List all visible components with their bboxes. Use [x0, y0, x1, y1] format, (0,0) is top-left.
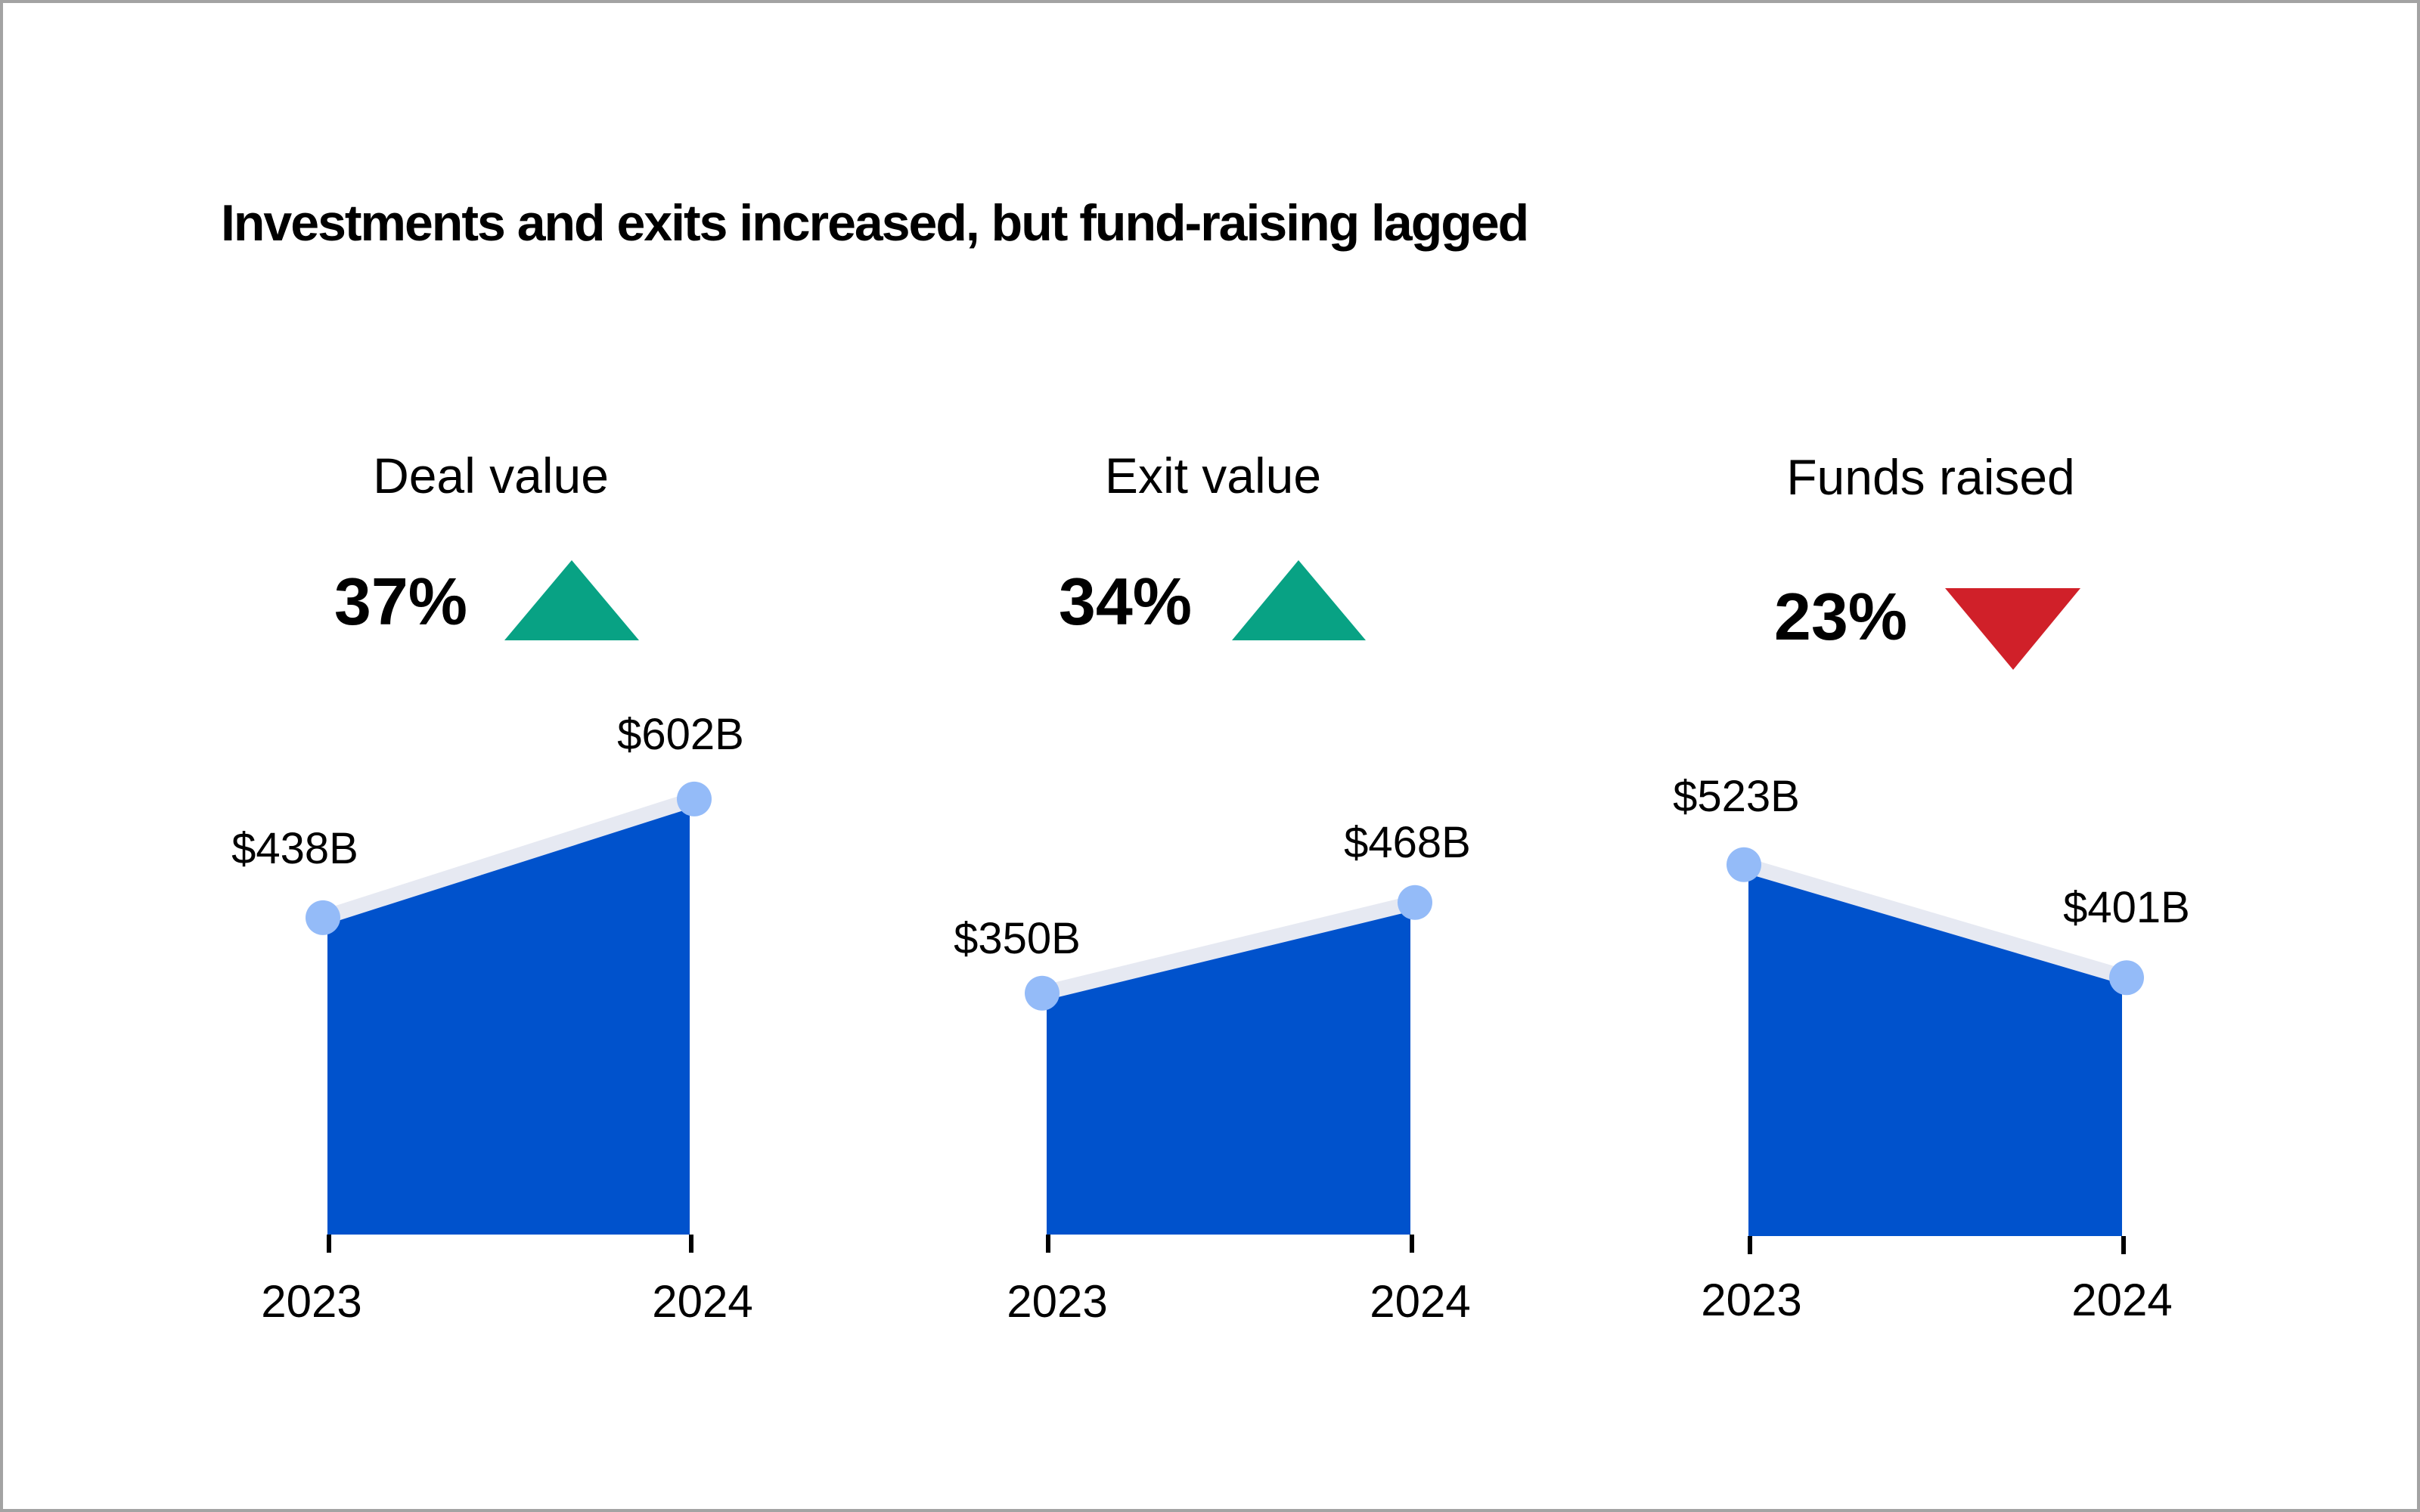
change-percent: 34%	[1059, 564, 1192, 639]
series-line	[1040, 895, 1417, 1001]
data-point	[1025, 975, 1060, 1011]
panel-label: Funds raised	[1786, 449, 2075, 505]
value-label: $401B	[2063, 883, 2190, 932]
change-percent: 23%	[1774, 579, 1907, 654]
change-percent: 37%	[334, 564, 467, 639]
x-tick-label: 2023	[1701, 1275, 1801, 1325]
area-fill	[1047, 908, 1410, 1235]
panel-label: Exit value	[1105, 448, 1321, 503]
area-fill	[1748, 870, 2122, 1236]
data-point	[677, 781, 712, 816]
data-point	[2109, 960, 2144, 996]
chart-title: Investments and exits increased, but fun…	[221, 194, 1529, 252]
value-label: $468B	[1344, 818, 1471, 867]
panel-label: Deal value	[373, 448, 609, 503]
value-label: $602B	[617, 710, 744, 759]
triangle-up-icon	[1232, 560, 1366, 640]
series-line	[1742, 857, 2129, 985]
panel-funds-raised: Funds raised 23% $523B $401B 2023 2024	[1673, 449, 2190, 1325]
value-label: $523B	[1673, 772, 1800, 821]
value-label: $438B	[231, 824, 358, 873]
x-tick-label: 2024	[1370, 1276, 1470, 1327]
data-point	[306, 900, 340, 935]
x-tick-label: 2024	[2071, 1275, 2172, 1325]
triangle-up-icon	[504, 560, 639, 640]
data-point	[1398, 885, 1432, 920]
x-tick-label: 2023	[261, 1276, 361, 1327]
value-label: $350B	[954, 914, 1081, 963]
x-tick-label: 2023	[1007, 1276, 1107, 1327]
panel-exit-value: Exit value 34% $350B $468B 2023 2024	[954, 448, 1471, 1327]
data-point	[1727, 847, 1761, 882]
x-tick-label: 2024	[652, 1276, 752, 1327]
series-line	[320, 792, 697, 925]
triangle-down-icon	[1945, 588, 2080, 670]
area-fill	[327, 804, 690, 1235]
panel-deal-value: Deal value 37% $438B $602B 2023 2024	[231, 448, 753, 1327]
